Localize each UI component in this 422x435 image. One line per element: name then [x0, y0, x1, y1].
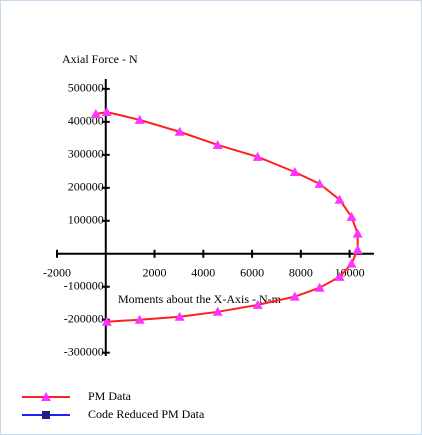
legend-label: PM Data — [88, 389, 132, 403]
x-tick-label: -2000 — [43, 266, 71, 280]
y-axis-title: Axial Force - N — [62, 52, 138, 66]
y-tick-label: -200000 — [64, 311, 104, 325]
x-tick-label: 6000 — [240, 266, 264, 280]
y-tick-label: -100000 — [64, 279, 104, 293]
y-tick-label: -300000 — [64, 344, 104, 358]
y-tick-label: 500000 — [68, 81, 104, 95]
y-tick-label: 300000 — [68, 147, 104, 161]
chart: Axial Force - N Moments about the X-Axis… — [0, 0, 422, 435]
legend-marker — [42, 411, 50, 419]
y-tick-label: 100000 — [68, 213, 104, 227]
x-tick-label: 2000 — [143, 266, 167, 280]
legend-label: Code Reduced PM Data — [88, 407, 205, 421]
x-tick-label: 8000 — [289, 266, 313, 280]
y-tick-label: 200000 — [68, 180, 104, 194]
x-tick-label: 4000 — [191, 266, 215, 280]
